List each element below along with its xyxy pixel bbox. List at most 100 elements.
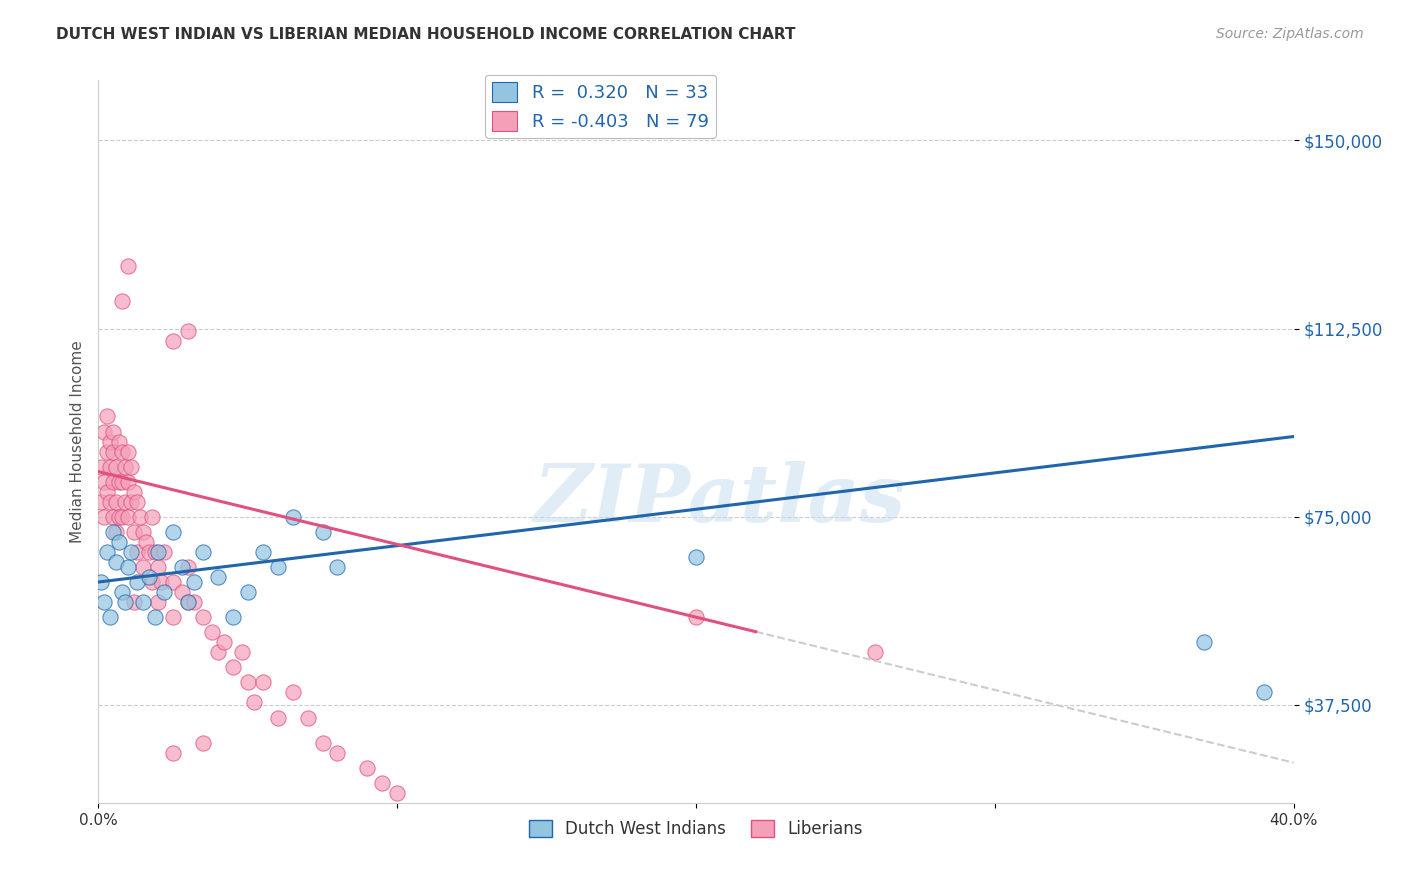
Point	[177, 595, 200, 609]
Point	[138, 570, 160, 584]
Point	[183, 574, 205, 589]
Point	[103, 425, 125, 439]
Point	[117, 259, 139, 273]
Point	[207, 570, 229, 584]
Point	[90, 459, 112, 474]
Point	[685, 610, 707, 624]
Point	[148, 595, 170, 609]
Point	[172, 560, 194, 574]
Text: Source: ZipAtlas.com: Source: ZipAtlas.com	[1216, 27, 1364, 41]
Point	[132, 560, 155, 574]
Point	[114, 494, 136, 508]
Point	[236, 585, 259, 599]
Point	[162, 334, 184, 348]
Point	[685, 549, 707, 564]
Point	[177, 595, 200, 609]
Legend: Dutch West Indians, Liberians: Dutch West Indians, Liberians	[522, 814, 870, 845]
Point	[143, 610, 166, 624]
Point	[162, 524, 184, 539]
Point	[281, 685, 304, 699]
Point	[1192, 635, 1215, 649]
Point	[103, 444, 125, 458]
Point	[127, 574, 149, 589]
Point	[105, 494, 128, 508]
Point	[108, 509, 131, 524]
Point	[141, 509, 163, 524]
Point	[111, 585, 134, 599]
Point	[114, 595, 136, 609]
Point	[385, 786, 409, 800]
Point	[148, 560, 170, 574]
Point	[98, 610, 122, 624]
Point	[98, 459, 122, 474]
Point	[236, 675, 259, 690]
Point	[150, 574, 173, 589]
Point	[108, 534, 131, 549]
Point	[111, 509, 134, 524]
Point	[326, 560, 349, 574]
Point	[162, 574, 184, 589]
Point	[222, 660, 245, 674]
Point	[103, 509, 125, 524]
Point	[191, 610, 214, 624]
Point	[120, 459, 142, 474]
Point	[865, 645, 887, 659]
Point	[191, 735, 214, 749]
Point	[93, 425, 115, 439]
Point	[103, 475, 125, 489]
Point	[93, 509, 115, 524]
Point	[371, 776, 394, 790]
Point	[135, 534, 157, 549]
Point	[267, 560, 290, 574]
Point	[96, 409, 118, 424]
Point	[93, 475, 115, 489]
Point	[132, 524, 155, 539]
Point	[281, 509, 304, 524]
Point	[111, 475, 134, 489]
Point	[177, 560, 200, 574]
Point	[207, 645, 229, 659]
Point	[138, 545, 160, 559]
Point	[105, 459, 128, 474]
Point	[108, 475, 131, 489]
Point	[127, 494, 149, 508]
Point	[162, 746, 184, 760]
Point	[231, 645, 253, 659]
Point	[129, 509, 152, 524]
Point	[117, 509, 139, 524]
Point	[212, 635, 235, 649]
Point	[98, 494, 122, 508]
Point	[108, 434, 131, 449]
Point	[311, 524, 333, 539]
Point	[311, 735, 333, 749]
Point	[297, 710, 319, 724]
Point	[96, 484, 118, 499]
Point	[252, 675, 274, 690]
Point	[103, 524, 125, 539]
Point	[172, 585, 194, 599]
Point	[90, 574, 112, 589]
Point	[124, 595, 146, 609]
Point	[127, 545, 149, 559]
Point	[90, 494, 112, 508]
Y-axis label: Median Household Income: Median Household Income	[69, 340, 84, 543]
Point	[153, 585, 176, 599]
Point	[105, 555, 128, 569]
Point	[111, 293, 134, 308]
Point	[222, 610, 245, 624]
Text: DUTCH WEST INDIAN VS LIBERIAN MEDIAN HOUSEHOLD INCOME CORRELATION CHART: DUTCH WEST INDIAN VS LIBERIAN MEDIAN HOU…	[56, 27, 796, 42]
Text: ZIPatlas: ZIPatlas	[534, 460, 905, 538]
Point	[162, 610, 184, 624]
Point	[96, 444, 118, 458]
Point	[267, 710, 290, 724]
Point	[243, 696, 266, 710]
Point	[183, 595, 205, 609]
Point	[124, 524, 146, 539]
Point	[124, 484, 146, 499]
Point	[98, 434, 122, 449]
Point	[252, 545, 274, 559]
Point	[326, 746, 349, 760]
Point	[120, 494, 142, 508]
Point	[132, 595, 155, 609]
Point	[117, 475, 139, 489]
